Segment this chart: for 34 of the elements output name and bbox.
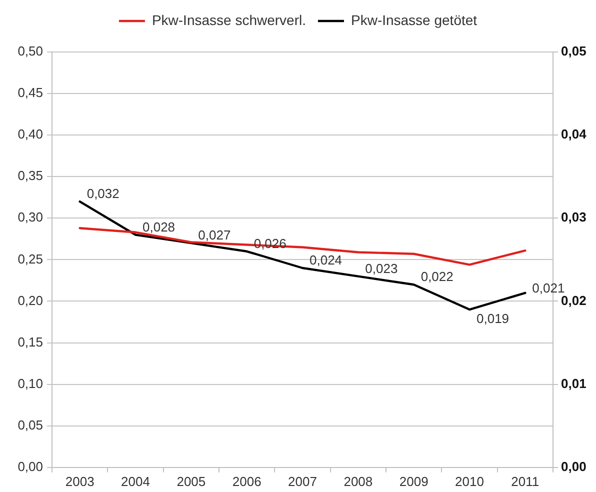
y-tick-label: 0,30 [18, 210, 43, 225]
x-tick-label: 2004 [121, 474, 150, 489]
data-label: 0,028 [142, 219, 176, 234]
x-tick-label: 2009 [399, 474, 428, 489]
y-tick-label: 0,10 [18, 376, 43, 391]
y-tick-label: 0,45 [18, 85, 43, 100]
x-tick-label: 2008 [344, 474, 373, 489]
x-tick-label: 2006 [232, 474, 262, 489]
data-label: 0,019 [476, 311, 510, 326]
y-tick-label: 0,05 [18, 417, 43, 432]
legend-label: Pkw-Insasse getötet [350, 12, 478, 28]
y2-tick-label: 0,04 [561, 126, 588, 142]
legend-label: Pkw-Insasse schwerverl. [152, 12, 306, 28]
y-tick-label: 0,00 [18, 458, 43, 474]
x-tick-label: 2003 [65, 474, 94, 489]
x-tick-label: 2010 [455, 474, 484, 489]
data-label: 0,024 [310, 252, 342, 268]
y2-tick-label: 0,05 [561, 44, 586, 59]
data-label: 0,032 [86, 186, 120, 202]
y-tick-label: 0,40 [18, 126, 43, 142]
x-tick-label: 2011 [511, 474, 540, 489]
y-tick-label: 0,50 [18, 44, 43, 59]
y-tick-label: 0,20 [18, 292, 43, 308]
x-tick-label: 2005 [176, 474, 206, 489]
y2-tick-label: 0,01 [561, 376, 586, 391]
y-tick-label: 0,35 [18, 168, 43, 184]
data-label: 0,023 [365, 260, 398, 276]
y2-tick-label: 0,00 [561, 458, 586, 474]
data-label: 0,027 [198, 228, 231, 243]
y-tick-label: 0,25 [18, 251, 43, 266]
y2-tick-label: 0,03 [561, 210, 586, 225]
x-tick-label: 2007 [288, 474, 317, 489]
y-tick-label: 0,15 [18, 334, 43, 350]
data-label: 0,022 [420, 269, 454, 284]
